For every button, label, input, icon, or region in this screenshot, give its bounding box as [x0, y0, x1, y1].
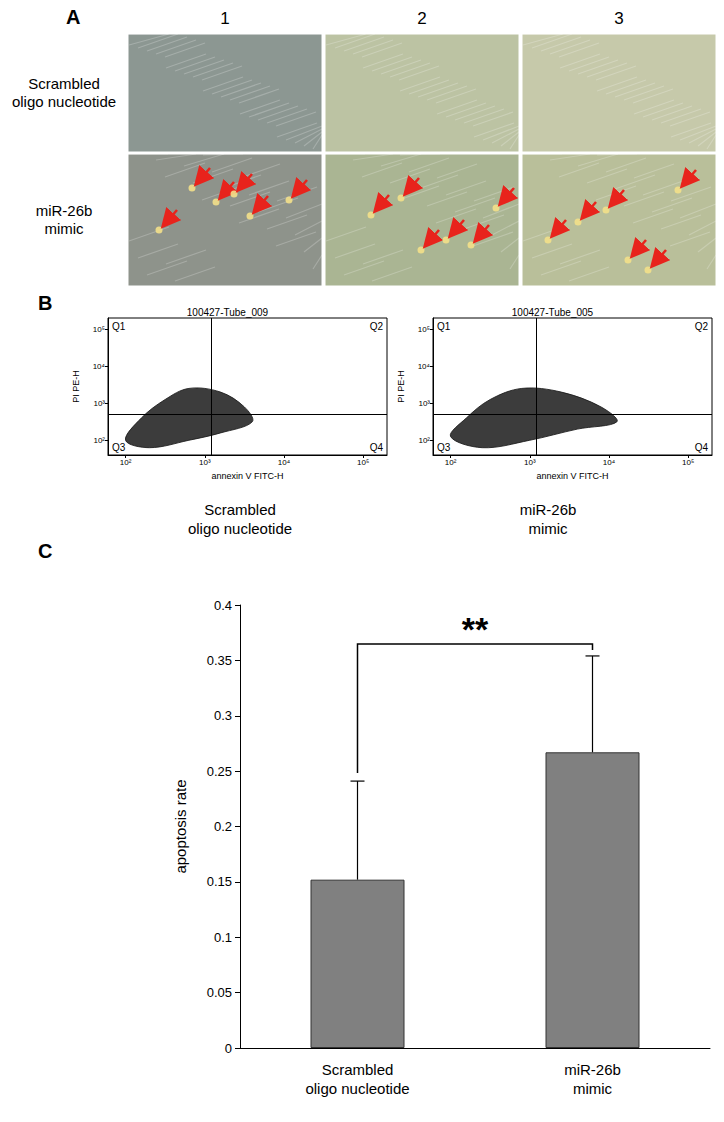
svg-text:annexin V FITC-H: annexin V FITC-H [211, 471, 283, 481]
svg-text:10⁵: 10⁵ [93, 325, 105, 334]
svg-text:0.15: 0.15 [207, 874, 232, 889]
svg-text:10³: 10³ [418, 399, 430, 408]
svg-text:oligo nucleotide: oligo nucleotide [305, 1080, 409, 1097]
svg-text:0.35: 0.35 [207, 653, 232, 668]
svg-text:0.2: 0.2 [214, 819, 232, 834]
svg-text:Q1: Q1 [437, 321, 451, 332]
html-text:miR-26b mimic: miR-26b mimic [519, 501, 577, 537]
svg-text:PI PE-H: PI PE-H [71, 370, 81, 403]
svg-text:10²: 10² [120, 458, 132, 467]
svg-text:apoptosis rate: apoptosis rate [172, 779, 189, 873]
html-text:B: B [38, 292, 53, 314]
svg-text:0.1: 0.1 [214, 930, 232, 945]
svg-text:Q3: Q3 [437, 442, 451, 453]
svg-text:10⁵: 10⁵ [418, 325, 430, 334]
svg-text:10²: 10² [93, 436, 105, 445]
svg-text:10³: 10³ [199, 458, 211, 467]
svg-text:0.05: 0.05 [207, 985, 232, 1000]
svg-text:annexin V FITC-H: annexin V FITC-H [536, 471, 608, 481]
svg-text:1: 1 [220, 9, 229, 28]
svg-text:Q2: Q2 [370, 321, 384, 332]
svg-text:10⁴: 10⁴ [93, 362, 106, 371]
svg-text:3: 3 [614, 9, 623, 28]
svg-text:10⁵: 10⁵ [682, 458, 694, 467]
html-text:C: C [38, 540, 53, 562]
svg-text:10³: 10³ [524, 458, 536, 467]
svg-text:100427-Tube_009: 100427-Tube_009 [187, 307, 269, 318]
svg-text:miR-26b: miR-26b [564, 1061, 621, 1078]
svg-text:mimic: mimic [573, 1080, 613, 1097]
svg-text:Q4: Q4 [695, 442, 709, 453]
svg-text:10⁴: 10⁴ [603, 458, 616, 467]
svg-text:Q3: Q3 [112, 442, 126, 453]
svg-text:100427-Tube_005: 100427-Tube_005 [512, 307, 594, 318]
html-text:Scrambled oligo nucleotide: Scrambled oligo nucleotide [187, 501, 293, 537]
svg-text:10²: 10² [418, 436, 430, 445]
svg-text:miR-26bmimic: miR-26bmimic [36, 202, 93, 237]
svg-text:Scrambled: Scrambled [322, 1061, 394, 1078]
svg-text:2: 2 [417, 9, 426, 28]
svg-text:Scrambledoligo nucleotide: Scrambledoligo nucleotide [12, 75, 116, 110]
svg-text:10⁴: 10⁴ [418, 362, 431, 371]
svg-text:10⁵: 10⁵ [357, 458, 369, 467]
svg-text:10²: 10² [445, 458, 457, 467]
svg-text:Q1: Q1 [112, 321, 126, 332]
svg-text:0.4: 0.4 [214, 598, 232, 613]
svg-text:PI PE-H: PI PE-H [396, 370, 406, 403]
svg-text:0.25: 0.25 [207, 764, 232, 779]
svg-text:0: 0 [225, 1041, 232, 1056]
svg-text:10⁴: 10⁴ [278, 458, 291, 467]
svg-text:Q2: Q2 [695, 321, 709, 332]
svg-text:Q4: Q4 [370, 442, 384, 453]
svg-text:10³: 10³ [93, 399, 105, 408]
svg-text:0.3: 0.3 [214, 708, 232, 723]
svg-text:**: ** [462, 610, 489, 648]
svg-text:A: A [66, 6, 80, 28]
